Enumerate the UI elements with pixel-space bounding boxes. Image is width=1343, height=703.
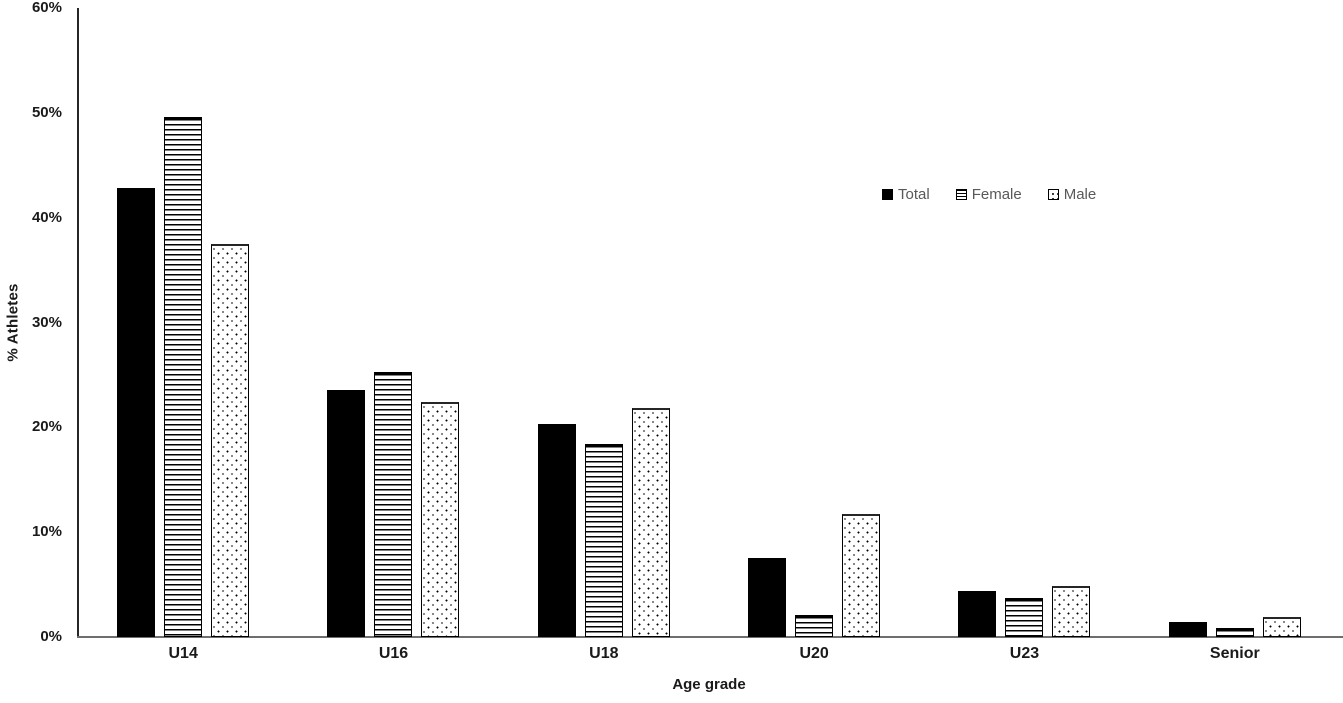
bar-female-u20 — [795, 615, 834, 637]
legend-item-total: Total — [882, 186, 930, 203]
bar-total-u18 — [537, 424, 576, 637]
legend-swatch-male-icon — [1047, 189, 1059, 200]
category-label-u16: U16 — [378, 645, 409, 662]
bar-female-senior — [1215, 627, 1254, 637]
y-tick-label: 10% — [31, 523, 62, 541]
legend-item-male: Male — [1047, 186, 1097, 203]
legend-item-female: Female — [955, 186, 1022, 203]
bar-group-u20 — [709, 8, 919, 637]
category-label-u18: U18 — [589, 645, 619, 662]
y-axis-line — [77, 8, 79, 637]
legend-swatch-total-icon — [882, 189, 893, 200]
bar-female-u23 — [1005, 598, 1044, 637]
bar-male-u16 — [421, 402, 460, 637]
y-tick-label: 30% — [31, 313, 62, 331]
bar-group-u16 — [288, 8, 498, 637]
bar-male-u18 — [631, 408, 670, 637]
legend-swatch-female-icon — [955, 189, 967, 200]
y-tick-label: 60% — [31, 0, 62, 16]
category-label-u23: U23 — [1009, 645, 1040, 662]
bar-total-u20 — [748, 558, 787, 637]
y-tick-label: 40% — [31, 208, 62, 226]
y-tick-label: 0% — [40, 628, 62, 645]
bar-groups — [78, 8, 1340, 637]
bar-total-u14 — [117, 188, 156, 637]
bar-group-u23 — [919, 8, 1129, 637]
bar-female-u18 — [584, 444, 623, 637]
bar-total-u16 — [327, 389, 366, 637]
bar-group-senior — [1130, 8, 1340, 637]
category-label-u20: U20 — [799, 645, 829, 662]
bar-group-u18 — [499, 8, 709, 637]
bar-total-u23 — [958, 590, 997, 637]
bar-male-u14 — [211, 243, 250, 637]
category-label-senior: Senior — [1209, 645, 1260, 662]
legend-label-male: Male — [1063, 186, 1097, 203]
y-tick-label: 50% — [31, 103, 62, 121]
category-label-u14: U14 — [168, 645, 198, 662]
bar-male-senior — [1262, 617, 1301, 637]
bar-male-u20 — [842, 514, 881, 637]
bar-female-u14 — [164, 117, 203, 637]
bar-male-u23 — [1052, 585, 1091, 637]
x-axis-title: Age grade — [672, 676, 746, 693]
plot-area — [78, 8, 1340, 637]
bar-total-senior — [1168, 622, 1207, 637]
bar-female-u16 — [374, 371, 413, 637]
bar-group-u14 — [78, 8, 288, 637]
legend-label-female: Female — [971, 186, 1022, 203]
legend: Total Female Male — [882, 186, 1096, 203]
x-axis-line — [77, 636, 1343, 638]
legend-label-total: Total — [898, 186, 930, 203]
y-tick-label: 20% — [31, 418, 62, 436]
x-axis-category-labels: U14 U16 U18 U20 U23 Senior — [78, 645, 1340, 663]
y-axis-tick-labels: 0% 10% 20% 30% 40% 50% 60% — [0, 0, 62, 645]
